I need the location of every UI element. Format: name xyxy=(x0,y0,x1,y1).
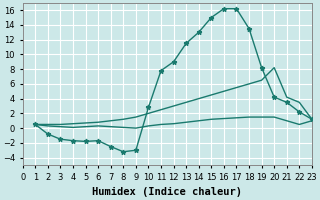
X-axis label: Humidex (Indice chaleur): Humidex (Indice chaleur) xyxy=(92,187,242,197)
